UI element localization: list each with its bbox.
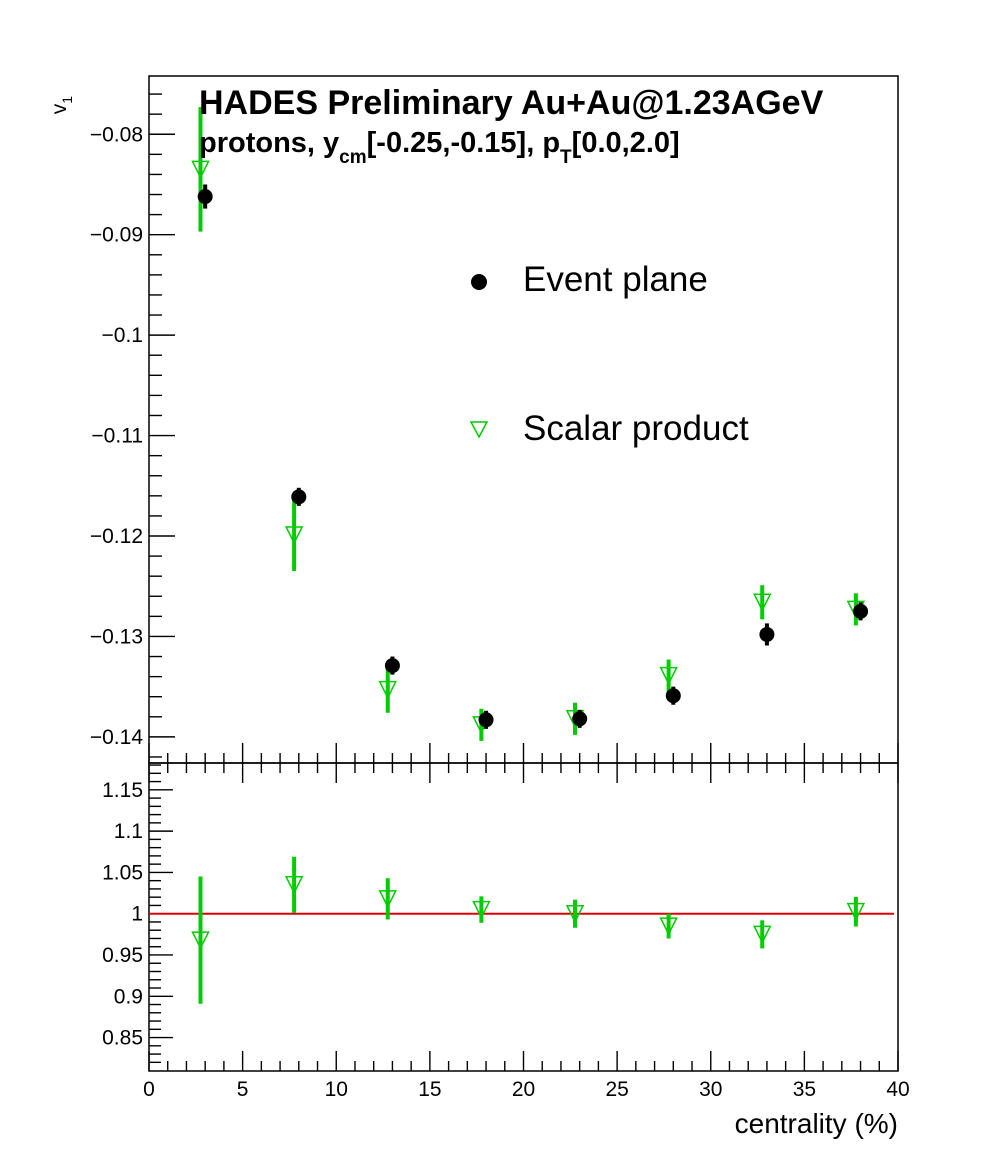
legend-label-scalar-product: Scalar product — [523, 409, 749, 448]
legend: Event plane Scalar product — [469, 260, 749, 448]
event-plane-point — [291, 489, 307, 505]
bottom-y-tick-label: 1.1 — [114, 820, 143, 843]
legend-marker-scalar-product — [469, 421, 489, 439]
ratio-point — [191, 931, 210, 950]
bottom-x-axis: 0 5 10 15 20 25 30 35 40 — [143, 763, 910, 1101]
bottom-y-tick-label: 1.05 — [102, 861, 143, 884]
event-plane-point — [572, 711, 588, 727]
chart-title: HADES Preliminary Au+Au@1.23AGeV — [199, 84, 824, 122]
chart-subtitle: protons, ycm[-0.25,-0.15], pT[0.0,2.0] — [199, 127, 680, 168]
top-panel: −0.08 −0.09 −0.1 −0.11 −0.12 −0.13 −0.14 v1 HA… — [48, 75, 899, 764]
event-plane-point — [197, 189, 213, 205]
top-x-axis-ticks — [148, 743, 899, 763]
event-plane-point — [478, 712, 494, 728]
ratio-point — [378, 890, 397, 909]
event-plane-point — [853, 603, 869, 619]
top-y-axis: −0.08 −0.09 −0.1 −0.11 −0.12 −0.13 −0.14 — [90, 93, 175, 758]
bottom-y-axis: 0.85 0.9 0.95 1 1.05 1.1 1.15 — [102, 764, 173, 1064]
top-data-points — [191, 107, 869, 741]
x-tick-label: 40 — [886, 1078, 909, 1101]
top-y-tick-label: −0.13 — [90, 625, 143, 648]
x-tick-label: 10 — [325, 1078, 348, 1101]
top-y-tick-label: −0.09 — [90, 224, 143, 247]
legend-marker-event-plane — [471, 274, 487, 290]
x-tick-label: 5 — [237, 1078, 249, 1101]
x-tick-label: 20 — [512, 1078, 535, 1101]
scalar-product-point — [284, 526, 304, 545]
x-tick-label: 30 — [699, 1078, 722, 1101]
legend-label-event-plane: Event plane — [523, 260, 708, 299]
bottom-y-tick-label: 0.9 — [114, 985, 143, 1008]
ratio-point — [659, 917, 678, 936]
event-plane-point — [759, 626, 775, 642]
event-plane-point — [384, 658, 400, 674]
top-y-tick-label: −0.11 — [91, 425, 143, 448]
scalar-product-point — [753, 593, 772, 612]
ratio-point — [753, 925, 772, 945]
x-tick-label: 15 — [418, 1078, 441, 1101]
bottom-y-tick-label: 1.15 — [102, 779, 143, 802]
x-axis-title: centrality (%) — [735, 1108, 898, 1139]
scalar-product-point — [378, 680, 397, 700]
scalar-product-point — [659, 666, 678, 686]
bottom-plot-frame — [148, 762, 899, 1072]
bottom-y-tick-label: 1 — [131, 903, 143, 926]
bottom-data-points — [191, 856, 866, 1004]
top-y-tick-label: −0.12 — [90, 525, 143, 548]
ratio-point — [846, 902, 866, 922]
ratio-point — [565, 904, 585, 924]
top-y-tick-label: −0.1 — [102, 324, 143, 347]
x-tick-label: 35 — [793, 1078, 816, 1101]
ratio-point — [472, 900, 491, 920]
event-plane-point — [665, 688, 681, 704]
x-tick-label: 25 — [605, 1078, 628, 1101]
ratio-point — [284, 876, 304, 895]
top-y-axis-title: v1 — [48, 96, 75, 115]
x-tick-label: 0 — [143, 1078, 155, 1101]
bottom-y-tick-label: 0.95 — [102, 944, 143, 967]
top-y-tick-label: −0.14 — [90, 726, 143, 749]
scalar-product-point — [191, 160, 210, 180]
bottom-panel: 0.85 0.9 0.95 1 1.05 1.1 1.15 0 5 10 15 20 25 30 35 40… — [102, 762, 910, 1139]
bottom-y-tick-label: 0.85 — [102, 1027, 143, 1050]
top-y-tick-label: −0.08 — [90, 123, 143, 146]
